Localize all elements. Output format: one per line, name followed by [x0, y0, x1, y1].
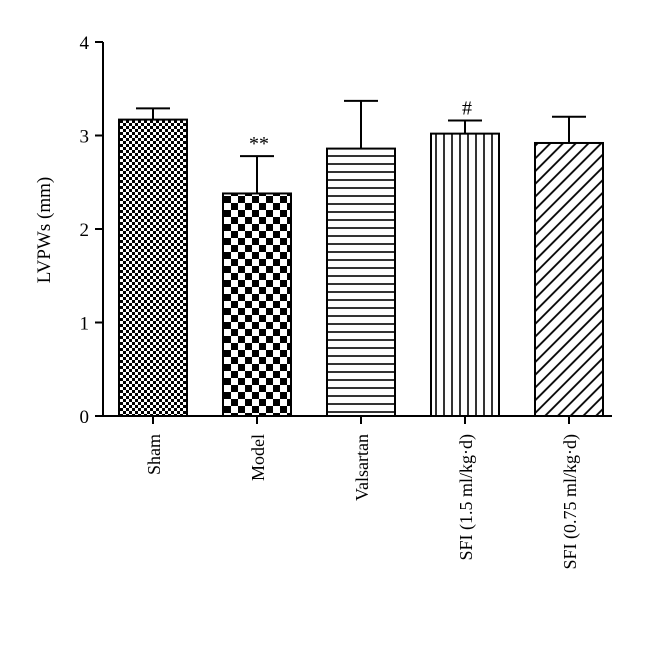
- bar: [118, 118, 188, 417]
- bar: [534, 141, 604, 417]
- x-category-label: SFI (0.75 ml/kg·d): [560, 434, 581, 570]
- y-tick-label: 4: [80, 33, 90, 54]
- significance-mark: **: [249, 133, 269, 155]
- y-tick-label: 2: [80, 220, 90, 241]
- y-axis: 0 1 2 3 4: [80, 33, 104, 428]
- bar: [222, 192, 292, 417]
- x-category-label: SFI (1.5 ml/kg·d): [456, 434, 477, 561]
- x-category-label: Valsartan: [352, 434, 372, 501]
- bar-group: [118, 107, 188, 417]
- y-tick-label: 0: [80, 407, 90, 428]
- bar-group: #: [430, 98, 500, 417]
- bars: ** #: [118, 98, 604, 417]
- bar-group: [326, 99, 396, 417]
- x-category-label: Model: [248, 434, 268, 481]
- significance-mark: #: [462, 98, 472, 120]
- y-tick-label: 3: [80, 127, 90, 148]
- y-axis-title: LVPWs (mm): [34, 177, 55, 283]
- y-tick-label: 1: [80, 314, 90, 335]
- bar-group: [534, 115, 604, 417]
- bar: [326, 147, 396, 417]
- x-axis: Sham Model Valsartan SFI (1.5 ml/kg·d) SFI (…: [103, 415, 612, 570]
- x-category-label: Sham: [144, 434, 164, 475]
- bar: [430, 132, 500, 417]
- bar-group: **: [222, 133, 292, 417]
